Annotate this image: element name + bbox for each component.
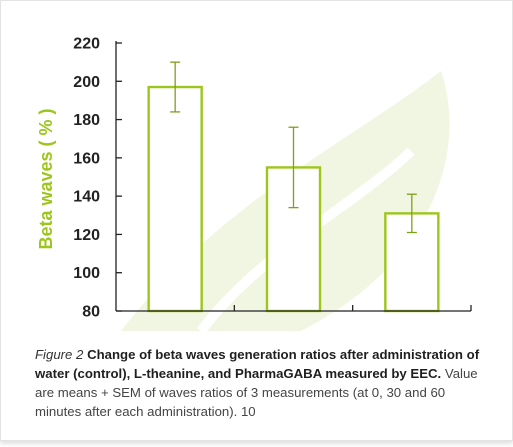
axes-layer: 80 100 120 140 160 180 200 220 (73, 36, 472, 321)
y-tick-label-180: 180 (73, 112, 100, 129)
error-bar-1 (170, 61, 181, 113)
y-tick-label-80: 80 (82, 304, 100, 321)
y-tick-label-120: 120 (73, 227, 100, 244)
error-bar-3 (406, 193, 417, 234)
y-axis-label: Beta waves ( % ) (36, 108, 56, 249)
bar-1 (147, 85, 203, 313)
bar-chart: 80 100 120 140 160 180 200 220 Beta waves ( % ) (36, 36, 472, 335)
figure-caption: Figure 2 Change of beta waves generation… (35, 345, 485, 421)
y-tick-label-220: 220 (73, 36, 100, 53)
error-bar-2 (288, 126, 299, 209)
y-tick-label-100: 100 (73, 265, 100, 282)
figure-note: Value are means + SEM of waves ratios of… (35, 366, 478, 419)
figure-title: Change of beta waves generation ratios a… (35, 347, 480, 381)
y-tick-label-140: 140 (73, 189, 100, 206)
y-tick-label-200: 200 (73, 74, 100, 91)
y-tick-label-160: 160 (73, 150, 100, 167)
figure-label: Figure 2 (35, 347, 84, 362)
